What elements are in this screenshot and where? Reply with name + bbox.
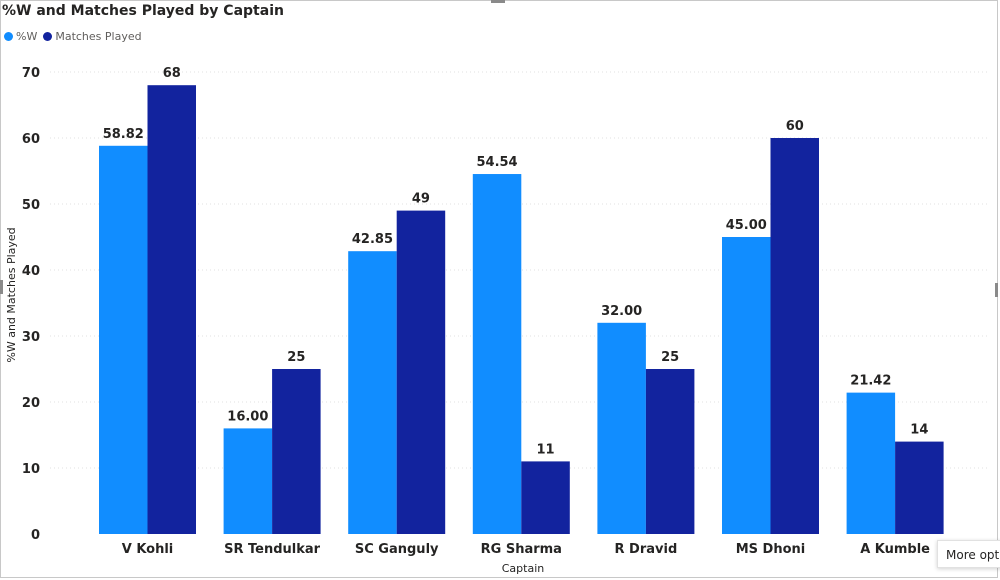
x-tick-label: R Dravid xyxy=(615,542,678,557)
bar-win-pct[interactable] xyxy=(597,322,646,534)
legend-label-win-pct: %W xyxy=(16,30,38,43)
bar-win-pct[interactable] xyxy=(99,145,148,534)
bar-matches-played[interactable] xyxy=(147,85,197,534)
legend-item-matches-played[interactable]: Matches Played xyxy=(43,30,142,43)
y-tick-label: 30 xyxy=(22,330,40,345)
legend-item-win-pct[interactable]: %W xyxy=(4,30,37,43)
data-label-win-pct: 54.54 xyxy=(476,155,517,170)
x-axis-title: Captain xyxy=(502,562,545,575)
legend: %W Matches Played xyxy=(4,30,148,43)
x-tick-label: A Kumble xyxy=(860,542,930,557)
bar-win-pct[interactable] xyxy=(472,174,522,534)
y-tick-label: 20 xyxy=(22,396,40,411)
x-tick-label: SC Ganguly xyxy=(355,542,439,557)
bar-win-pct[interactable] xyxy=(348,251,397,534)
x-tick-label: V Kohli xyxy=(122,542,174,557)
legend-swatch-matches-played xyxy=(43,32,53,41)
data-label-matches-played: 14 xyxy=(910,423,928,438)
legend-label-matches-played: Matches Played xyxy=(55,30,142,43)
more-options-tooltip[interactable]: More options xyxy=(937,540,1000,568)
data-label-win-pct: 16.00 xyxy=(227,409,268,424)
x-tick-label: MS Dhoni xyxy=(736,542,806,557)
data-label-win-pct: 21.42 xyxy=(850,374,891,389)
data-label-matches-played: 25 xyxy=(661,350,679,365)
x-tick-label: SR Tendulkar xyxy=(224,542,321,557)
bar-matches-played[interactable] xyxy=(895,441,944,534)
bar-matches-played[interactable] xyxy=(770,138,820,534)
y-tick-label: 70 xyxy=(22,66,40,81)
data-label-win-pct: 42.85 xyxy=(352,232,393,247)
y-tick-label: 50 xyxy=(22,198,40,213)
y-tick-label: 10 xyxy=(22,462,40,477)
legend-swatch-win-pct xyxy=(4,32,13,41)
resize-handle-right[interactable] xyxy=(995,283,998,297)
bar-matches-played[interactable] xyxy=(272,369,321,534)
resize-handle-top[interactable] xyxy=(491,0,505,3)
data-label-matches-played: 49 xyxy=(412,192,430,207)
y-tick-label: 40 xyxy=(22,264,40,279)
y-tick-label: 0 xyxy=(31,528,40,543)
data-label-win-pct: 45.00 xyxy=(726,218,767,233)
bar-win-pct[interactable] xyxy=(722,237,771,534)
chart-title: %W and Matches Played by Captain xyxy=(2,3,284,19)
y-axis-title: %W and Matches Played xyxy=(5,227,18,362)
bar-win-pct[interactable] xyxy=(846,392,896,534)
data-label-matches-played: 68 xyxy=(163,66,181,81)
data-label-matches-played: 25 xyxy=(287,350,305,365)
data-label-win-pct: 32.00 xyxy=(601,304,642,319)
resize-handle-left[interactable] xyxy=(0,280,3,294)
x-tick-label: RG Sharma xyxy=(481,542,562,557)
data-label-matches-played: 11 xyxy=(537,442,555,457)
data-label-matches-played: 60 xyxy=(786,119,804,134)
bar-win-pct[interactable] xyxy=(223,428,273,534)
y-tick-label: 60 xyxy=(22,132,40,147)
bar-matches-played[interactable] xyxy=(396,210,446,534)
bar-matches-played[interactable] xyxy=(521,461,570,534)
data-label-win-pct: 58.82 xyxy=(103,127,144,142)
bar-matches-played[interactable] xyxy=(645,369,695,534)
